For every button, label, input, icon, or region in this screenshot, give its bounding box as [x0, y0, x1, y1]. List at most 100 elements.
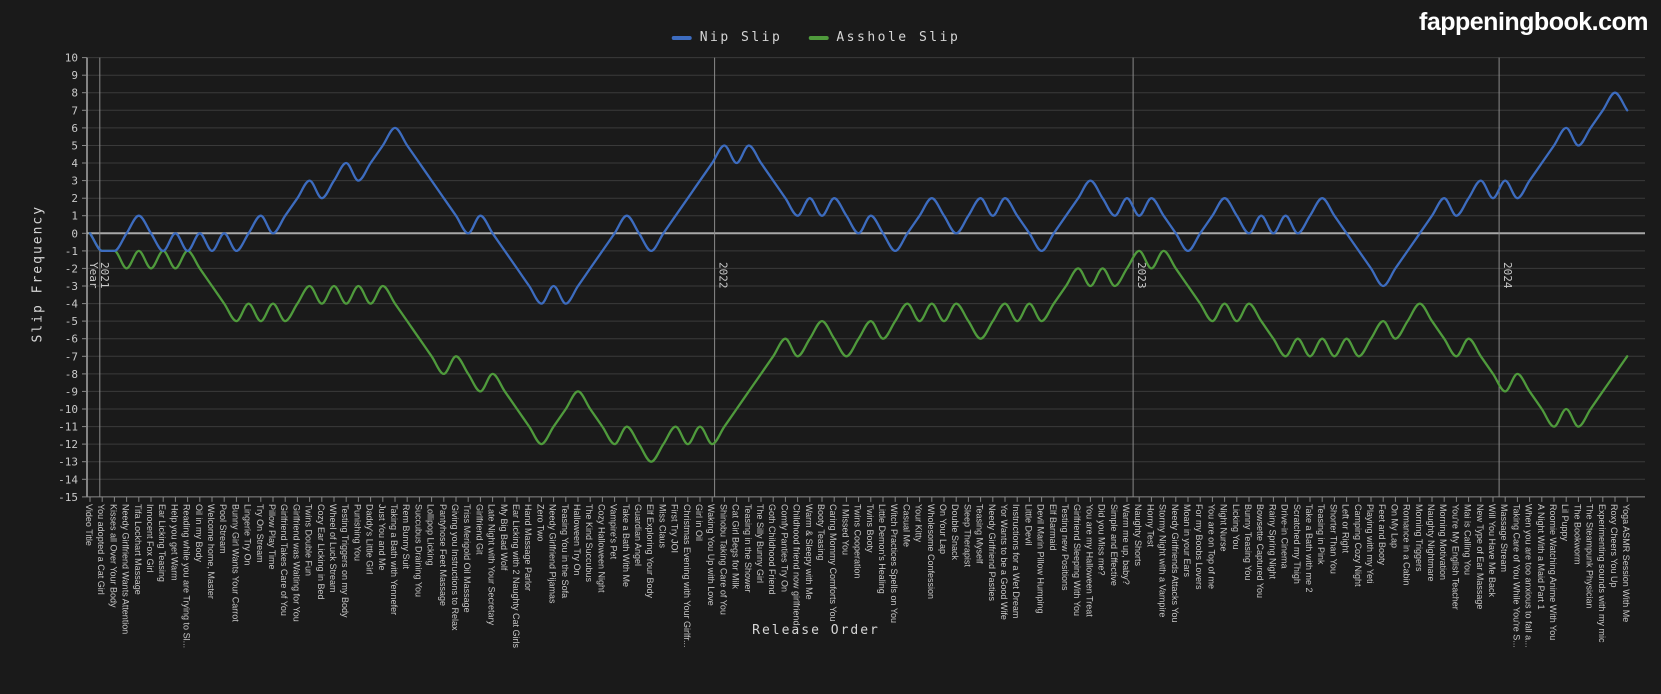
x-tick-label: The Kind Succubus	[584, 504, 594, 583]
x-tick-label: Needy Girlfriends Attacks You	[1170, 504, 1180, 623]
x-tick-label: Shorter Than You	[1328, 504, 1338, 574]
x-tick-label: Moan in your Ears	[1182, 504, 1192, 578]
x-tick-label: Devil Marin Pillow Humping	[1036, 504, 1046, 614]
series-line-asshole-slip	[88, 232, 1629, 463]
x-tick-label: Will You Have Me Back	[1487, 504, 1497, 598]
x-tick-label: You're My English Teacher	[1450, 504, 1460, 610]
legend-swatch-asshole-slip	[808, 35, 829, 40]
legend-item-asshole-slip[interactable]: Asshole Slip	[808, 30, 960, 45]
y-tick-label: -4	[65, 298, 79, 311]
x-tick-label: Lollipop Licking	[426, 504, 436, 566]
x-tick-label: Left or Right	[1341, 504, 1351, 554]
x-tick-label: Your Kitty	[914, 504, 924, 543]
x-tick-label: Warm & Sleepy with Me	[804, 504, 814, 600]
x-tick-label: Taking Care of You While You're S...	[1511, 504, 1521, 648]
x-tick-label: The Steampunk Physician	[1585, 504, 1595, 609]
x-tick-label: Experimenting sounds with my mic	[1597, 504, 1607, 643]
x-tick-label: Bunny Girl Wants Your Carrot	[230, 504, 240, 622]
x-tick-label: Try On Stream	[255, 504, 265, 563]
x-tick-label: Twins Booty	[865, 504, 875, 553]
x-tick-label: Cat Girl Begs for Milk	[731, 504, 741, 590]
y-tick-label: -1	[65, 245, 78, 258]
x-tick-label: Camping Cozy Night	[1353, 504, 1363, 587]
y-tick-label: -7	[65, 350, 78, 363]
x-tick-label: Casual Me	[901, 504, 911, 547]
y-tick-label: 5	[71, 140, 78, 153]
x-tick-label: Take a Bath With Me	[621, 504, 631, 587]
x-tick-label: Bowsette Captured You	[1255, 504, 1265, 598]
x-tick-label: Morning Motivation	[1438, 504, 1448, 580]
x-tick-label: Cozy Ear Licking in Bed	[316, 504, 326, 600]
x-tick-label: Pantyhose Feet Massage	[438, 504, 448, 606]
x-tick-label: Caring Mommy Comforts You	[828, 504, 838, 622]
x-tick-label: My Big Bad Wolf	[499, 504, 509, 571]
x-tick-label: Wholesome Confession	[926, 504, 936, 599]
x-tick-label: Little Devil	[1023, 504, 1033, 546]
x-tick-label: Roxy Cheers You Up	[1609, 504, 1619, 588]
x-tick-label: Needy Girlfriend Pasties	[987, 504, 997, 602]
x-tick-label: Lingerie Try On	[243, 504, 253, 566]
x-tick-label: Elf Exploring Your Body	[645, 504, 655, 599]
x-tick-label: Drive-in Cinema	[1280, 504, 1290, 569]
y-tick-label: 0	[71, 227, 78, 240]
x-tick-label: Childhood friend now girlfriend	[792, 504, 802, 626]
x-tick-label: Girlfriend Takes Care of You	[279, 504, 289, 616]
y-tick-label: -11	[58, 421, 78, 434]
x-tick-label: Rainy Spring Night	[1267, 504, 1277, 580]
x-tick-label: Twins Double Fun	[304, 504, 314, 576]
legend-label-asshole-slip: Asshole Slip	[836, 30, 961, 45]
x-tick-label: Goth Childhood Friend	[767, 504, 777, 595]
x-tick-label: Tifa Lockhart Massage	[133, 504, 143, 595]
x-tick-label: Night Nurse	[1219, 504, 1229, 552]
y-tick-label: -9	[65, 385, 78, 398]
legend-swatch-nip-slip	[671, 35, 692, 40]
x-tick-label: Help you get Warm	[169, 504, 179, 581]
x-tick-label: Zero Two	[535, 504, 545, 541]
x-tick-label: Playing with my Yeti	[1365, 504, 1375, 584]
x-tick-label: Taking a Bath with Yennefer	[389, 504, 399, 615]
x-tick-label: Horny Test	[1145, 504, 1155, 547]
x-tick-label: First Try JOI	[670, 504, 680, 553]
x-tick-label: Cozy Halloween Night	[596, 504, 606, 593]
x-tick-label: Simple and Effective	[1109, 504, 1119, 586]
x-tick-label: Bunny Teasing You	[1243, 504, 1253, 580]
y-tick-label: 6	[71, 122, 78, 135]
year-label: 2024	[1501, 262, 1514, 289]
x-tick-label: Stormy Night with a Vampire	[1158, 504, 1168, 617]
x-tick-label: Girl in Oil	[694, 504, 704, 541]
x-tick-label: Lil Puppy	[1560, 504, 1570, 542]
x-tick-label: Late Night with Your Secretary	[487, 504, 497, 626]
y-tick-label: 3	[71, 175, 78, 188]
x-tick-label: Oil in my Body	[194, 504, 204, 563]
x-tick-label: Shinobu Taking Care of You	[718, 504, 728, 615]
legend-item-nip-slip[interactable]: Nip Slip	[671, 30, 783, 45]
x-tick-label: For my Boobs Lovers	[1194, 504, 1204, 590]
y-tick-label: -6	[65, 333, 78, 346]
x-tick-label: Vampire's Pet	[609, 504, 619, 560]
x-tick-label: Licking You	[1231, 504, 1241, 550]
x-tick-label: Punishing You	[352, 504, 362, 561]
x-tick-label: Teasing in the Shower	[743, 504, 753, 593]
y-tick-label: -15	[58, 491, 78, 504]
x-tick-label: Pool Stream	[218, 504, 228, 554]
x-tick-label: Testing Triggers on my Body	[340, 504, 350, 618]
x-tick-label: You adopted a Cat Girl	[96, 504, 106, 595]
x-tick-label: Kisses all Over Your Body	[108, 504, 118, 608]
y-tick-label: 9	[71, 69, 78, 82]
x-tick-label: Twins Cooperation	[853, 504, 863, 579]
x-tick-label: New Type of Ear Massage	[1475, 504, 1485, 609]
x-tick-label: Succubus Draining You	[413, 504, 423, 597]
x-tick-label: Romance in a Cabin	[1402, 504, 1412, 586]
x-tick-label: Miss Claus	[657, 504, 667, 549]
x-axis-title: Release Order	[752, 623, 880, 638]
x-tick-label: Hand Massage Parlor	[523, 504, 533, 591]
x-tick-label: Instructions for a Wet Dream	[1011, 504, 1021, 618]
x-tick-label: Daddy's Little Girl	[365, 504, 375, 574]
x-tick-label: Ear Licking with 2 Naughty Cat Girls	[511, 504, 521, 649]
x-tick-label: Reading while you are Trying to Sl...	[182, 504, 192, 648]
x-tick-label: Feet and Booty	[1377, 504, 1387, 566]
y-tick-label: -3	[65, 280, 78, 293]
x-tick-label: Booty Teasing	[816, 504, 826, 560]
site-logo[interactable]: fappeningbook.com	[1419, 8, 1649, 36]
chart-legend: Nip Slip Asshole Slip	[671, 30, 961, 45]
